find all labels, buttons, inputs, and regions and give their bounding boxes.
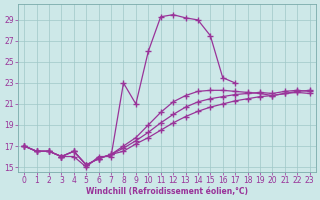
X-axis label: Windchill (Refroidissement éolien,°C): Windchill (Refroidissement éolien,°C) (86, 187, 248, 196)
